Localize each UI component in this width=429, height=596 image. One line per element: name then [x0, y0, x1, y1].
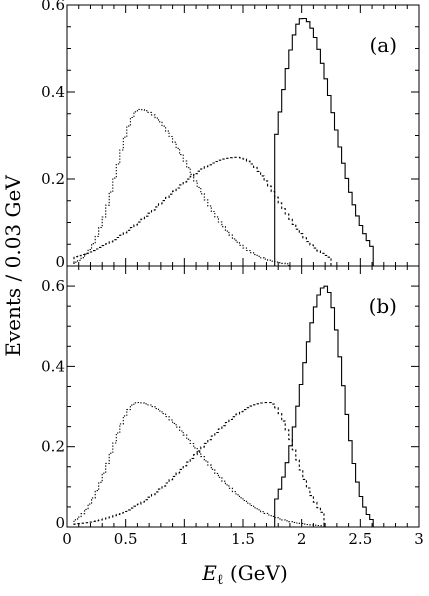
- histogram-solid-a: [67, 17, 419, 267]
- x-axis-subscript: ℓ: [217, 572, 224, 588]
- y-tick-label-b: 0.6: [41, 277, 65, 295]
- x-tick-label: 0: [62, 530, 72, 548]
- x-tick-label: 2.5: [348, 530, 372, 548]
- histogram-dashed-a: [67, 156, 419, 267]
- y-tick-label-a: 0.2: [41, 170, 65, 188]
- y-tick-label-a: 0.6: [41, 0, 65, 14]
- plot-frame-a: [66, 4, 420, 267]
- x-axis-title: Eℓ (GeV): [201, 561, 288, 588]
- y-axis-title: Events / 0.03 GeV: [1, 175, 25, 357]
- histogram-dotted-b: [67, 402, 419, 528]
- x-tick-label: 0.5: [114, 530, 138, 548]
- panel-a: 0 0.2 0.4 0.6 (a): [41, 0, 420, 271]
- x-axis-symbol: E: [201, 561, 217, 585]
- x-tick-label: 1: [180, 530, 190, 548]
- y-tick-label-b: 0: [55, 514, 65, 532]
- x-tick-label: 2: [297, 530, 307, 548]
- y-tick-label-a: 0.4: [41, 83, 65, 101]
- panel-label-a: (a): [369, 33, 397, 57]
- histogram-dashed-b: [67, 402, 419, 528]
- histogram-solid-b: [67, 285, 419, 528]
- y-tick-label-b: 0.4: [41, 357, 65, 375]
- y-tick-label-b: 0.2: [41, 438, 65, 456]
- histogram-dotted-a: [67, 108, 419, 267]
- y-tick-label-a: 0: [55, 253, 65, 271]
- x-axis-unit: (GeV): [224, 561, 288, 585]
- plot-frame-b: [66, 265, 420, 528]
- panel-b: 0 0.2 0.4 0.6 0 0.5 1 1.5 2 2.5 3 (b): [41, 265, 424, 548]
- x-tick-label: 1.5: [231, 530, 255, 548]
- x-tick-label: 3: [414, 530, 424, 548]
- panel-label-b: (b): [369, 294, 397, 318]
